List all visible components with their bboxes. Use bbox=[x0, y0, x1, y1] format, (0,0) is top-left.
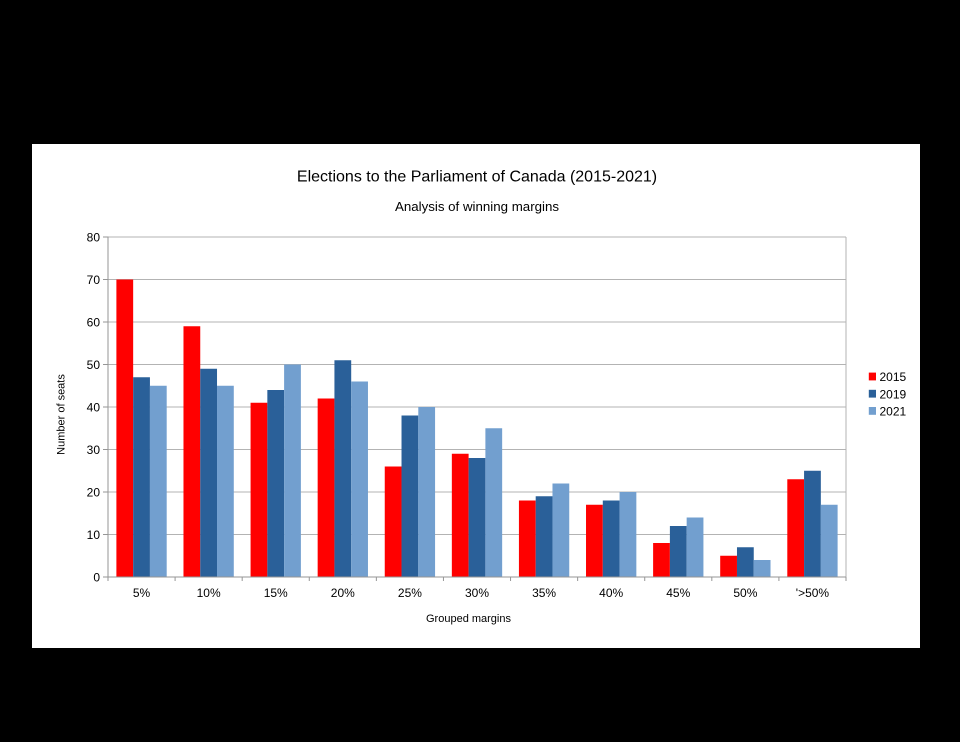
svg-text:5%: 5% bbox=[133, 586, 151, 600]
svg-text:70: 70 bbox=[87, 273, 101, 287]
svg-text:20%: 20% bbox=[331, 586, 355, 600]
svg-text:35%: 35% bbox=[532, 586, 556, 600]
svg-text:20: 20 bbox=[87, 486, 101, 500]
svg-text:10: 10 bbox=[87, 528, 101, 542]
svg-text:80: 80 bbox=[87, 231, 101, 245]
svg-text:Analysis of winning margins: Analysis of winning margins bbox=[395, 199, 559, 214]
svg-text:40: 40 bbox=[87, 401, 101, 415]
svg-text:Grouped margins: Grouped margins bbox=[426, 613, 511, 625]
svg-text:50%: 50% bbox=[733, 586, 757, 600]
svg-text:25%: 25% bbox=[398, 586, 422, 600]
svg-text:2015: 2015 bbox=[880, 370, 907, 384]
svg-text:2019: 2019 bbox=[880, 387, 907, 401]
svg-text:'>50%: '>50% bbox=[796, 586, 830, 600]
svg-text:15%: 15% bbox=[264, 586, 288, 600]
svg-text:Elections to the Parliament of: Elections to the Parliament of Canada (2… bbox=[297, 169, 657, 186]
svg-text:2021: 2021 bbox=[880, 405, 907, 419]
svg-text:0: 0 bbox=[93, 571, 100, 585]
svg-text:30%: 30% bbox=[465, 586, 489, 600]
svg-text:60: 60 bbox=[87, 316, 101, 330]
svg-text:30: 30 bbox=[87, 443, 101, 457]
svg-text:10%: 10% bbox=[197, 586, 221, 600]
svg-text:50: 50 bbox=[87, 358, 101, 372]
svg-text:Number of seats: Number of seats bbox=[56, 374, 68, 455]
svg-text:40%: 40% bbox=[599, 586, 623, 600]
svg-text:45%: 45% bbox=[666, 586, 690, 600]
